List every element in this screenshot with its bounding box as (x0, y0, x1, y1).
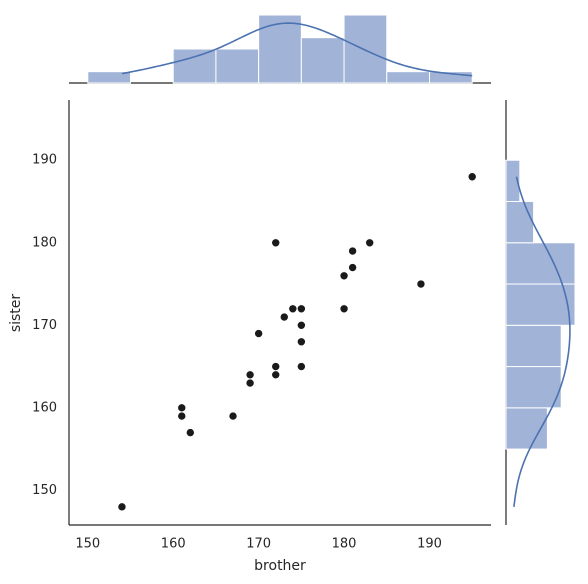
point (348, 263, 357, 272)
point (297, 337, 306, 347)
x-hist-bar (386, 71, 430, 84)
x-tick-label: 170 (246, 537, 271, 552)
y-tick-label: 190 (32, 153, 57, 168)
point (245, 370, 255, 380)
x-hist-bar (300, 37, 345, 84)
y-kde-curve (513, 176, 571, 507)
x-hist-bar (215, 48, 260, 84)
point (339, 304, 349, 314)
y-tick-label: 150 (32, 483, 57, 498)
y-hist-bar (505, 366, 562, 409)
y-tick-label: 180 (32, 235, 57, 250)
x-tick-label: 180 (332, 537, 357, 552)
point (228, 411, 238, 421)
x-hist-bar (172, 48, 217, 84)
x-tick-label: 160 (161, 537, 186, 552)
point (186, 428, 195, 437)
x-kde-curve (121, 22, 473, 77)
x-hist-bar (343, 14, 388, 84)
x-hist-bar (87, 71, 132, 84)
point (467, 172, 477, 182)
y-axis-label: sister (8, 294, 24, 333)
point (254, 329, 263, 338)
y-hist-bar (505, 201, 535, 244)
y-tick-label: 160 (32, 400, 57, 415)
point (416, 279, 426, 289)
x-axis-label: brother (254, 558, 306, 574)
point (348, 246, 357, 256)
x-tick-label: 190 (417, 537, 442, 552)
point (117, 502, 127, 512)
x-hist-bar (428, 71, 473, 84)
point (271, 238, 281, 248)
point (245, 378, 255, 388)
point (297, 304, 306, 314)
y-hist-bar (505, 242, 576, 285)
y-tick-label: 170 (32, 318, 57, 333)
point (177, 403, 187, 413)
x-hist-bar (258, 14, 302, 84)
y-hist-bar (505, 324, 562, 368)
point (177, 411, 187, 421)
point (288, 304, 298, 314)
point (365, 238, 374, 248)
x-tick-label: 150 (75, 537, 100, 552)
point (339, 271, 349, 281)
point (297, 362, 306, 371)
point (271, 370, 281, 380)
point (279, 312, 289, 322)
point (297, 320, 306, 330)
y-hist-bar (505, 159, 521, 203)
point (271, 362, 281, 371)
